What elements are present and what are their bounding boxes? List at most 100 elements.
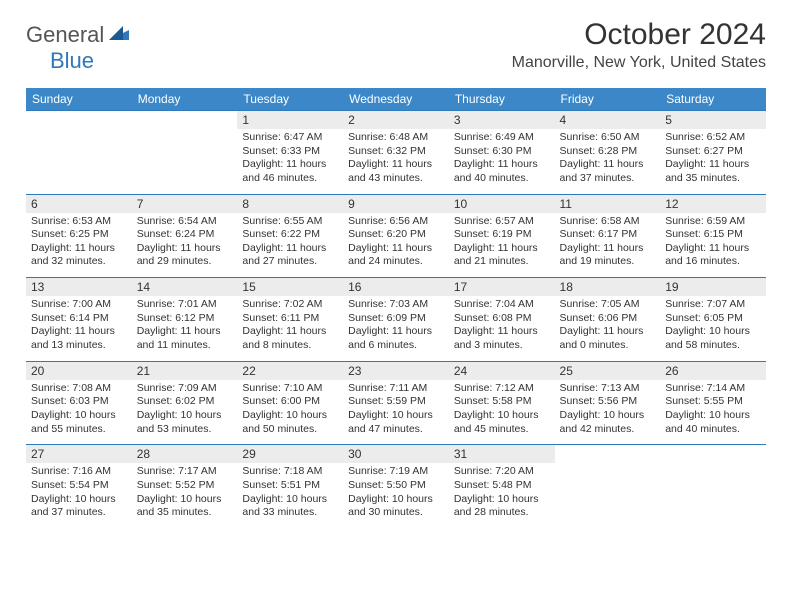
sunrise-line: Sunrise: 6:47 AM bbox=[242, 131, 338, 145]
weekday-header: Wednesday bbox=[343, 88, 449, 111]
sunrise-line: Sunrise: 7:17 AM bbox=[137, 465, 233, 479]
logo-text-blue: Blue bbox=[50, 48, 94, 73]
weekday-header: Thursday bbox=[449, 88, 555, 111]
calendar-day-cell: 15Sunrise: 7:02 AMSunset: 6:11 PMDayligh… bbox=[237, 278, 343, 362]
calendar-day-cell: 19 Sunrise: 7:07 AMSunset: 6:05 PMDayligh… bbox=[660, 278, 766, 362]
calendar-day-cell: 25Sunrise: 7:13 AMSunset: 5:56 PMDayligh… bbox=[555, 361, 661, 445]
sunset-line: Sunset: 5:50 PM bbox=[348, 479, 444, 493]
calendar-day-cell: 18 Sunrise: 7:05 AMSunset: 6:06 PMDayligh… bbox=[555, 278, 661, 362]
weekday-header: Sunday bbox=[26, 88, 132, 111]
calendar-day-cell: 10Sunrise: 6:57 AMSunset: 6:19 PMDayligh… bbox=[449, 194, 555, 278]
daylight-line: Daylight: 11 hours and 6 minutes. bbox=[348, 325, 444, 352]
weekday-header: Saturday bbox=[660, 88, 766, 111]
calendar-day-cell: 3Sunrise: 6:49 AMSunset: 6:30 PMDaylight… bbox=[449, 111, 555, 195]
day-data: Sunrise: 7:17 AMSunset: 5:52 PMDaylight:… bbox=[132, 465, 238, 520]
calendar-day-cell bbox=[132, 111, 238, 195]
calendar-day-cell: 11Sunrise: 6:58 AMSunset: 6:17 PMDayligh… bbox=[555, 194, 661, 278]
calendar-day-cell: 1Sunrise: 6:47 AMSunset: 6:33 PMDaylight… bbox=[237, 111, 343, 195]
day-data: Sunrise: 6:58 AMSunset: 6:17 PMDaylight:… bbox=[555, 215, 661, 270]
daylight-line: Daylight: 11 hours and 21 minutes. bbox=[454, 242, 550, 269]
sunset-line: Sunset: 5:56 PM bbox=[560, 395, 656, 409]
sunset-line: Sunset: 5:58 PM bbox=[454, 395, 550, 409]
calendar-day-cell: 26 Sunrise: 7:14 AMSunset: 5:55 PMDayligh… bbox=[660, 361, 766, 445]
sunrise-line: Sunrise: 7:04 AM bbox=[454, 298, 550, 312]
sunset-line: Sunset: 6:00 PM bbox=[242, 395, 338, 409]
day-number: 31 bbox=[449, 445, 555, 463]
sunrise-line: Sunrise: 7:14 AM bbox=[665, 382, 761, 396]
daylight-line: Daylight: 11 hours and 16 minutes. bbox=[665, 242, 761, 269]
daylight-line: Daylight: 10 hours and 53 minutes. bbox=[137, 409, 233, 436]
daylight-line: Daylight: 11 hours and 40 minutes. bbox=[454, 158, 550, 185]
day-data: Sunrise: 7:03 AMSunset: 6:09 PMDaylight:… bbox=[343, 298, 449, 353]
day-data: Sunrise: 6:59 AMSunset: 6:15 PMDaylight:… bbox=[660, 215, 766, 270]
calendar-day-cell: 5Sunrise: 6:52 AMSunset: 6:27 PMDaylight… bbox=[660, 111, 766, 195]
calendar-day-cell: 22Sunrise: 7:10 AMSunset: 6:00 PMDayligh… bbox=[237, 361, 343, 445]
day-data: Sunrise: 7:07 AMSunset: 6:05 PMDaylight:… bbox=[660, 298, 766, 353]
daylight-line: Daylight: 11 hours and 8 minutes. bbox=[242, 325, 338, 352]
sunrise-line: Sunrise: 7:08 AM bbox=[31, 382, 127, 396]
day-number: 29 bbox=[237, 445, 343, 463]
sunrise-line: Sunrise: 7:05 AM bbox=[560, 298, 656, 312]
calendar-day-cell: 8Sunrise: 6:55 AMSunset: 6:22 PMDaylight… bbox=[237, 194, 343, 278]
calendar-day-cell bbox=[26, 111, 132, 195]
sunset-line: Sunset: 6:22 PM bbox=[242, 228, 338, 242]
daylight-line: Daylight: 10 hours and 40 minutes. bbox=[665, 409, 761, 436]
sunset-line: Sunset: 6:19 PM bbox=[454, 228, 550, 242]
logo-mark-icon bbox=[109, 26, 129, 45]
daylight-line: Daylight: 10 hours and 58 minutes. bbox=[665, 325, 761, 352]
sunset-line: Sunset: 5:51 PM bbox=[242, 479, 338, 493]
calendar-week-row: 20Sunrise: 7:08 AMSunset: 6:03 PMDayligh… bbox=[26, 361, 766, 445]
daylight-line: Daylight: 10 hours and 35 minutes. bbox=[137, 493, 233, 520]
calendar-day-cell: 23Sunrise: 7:11 AMSunset: 5:59 PMDayligh… bbox=[343, 361, 449, 445]
day-data: Sunrise: 6:52 AMSunset: 6:27 PMDaylight:… bbox=[660, 131, 766, 186]
sunrise-line: Sunrise: 7:18 AM bbox=[242, 465, 338, 479]
sunset-line: Sunset: 6:09 PM bbox=[348, 312, 444, 326]
sunrise-line: Sunrise: 7:07 AM bbox=[665, 298, 761, 312]
day-number: 28 bbox=[132, 445, 238, 463]
sunset-line: Sunset: 6:17 PM bbox=[560, 228, 656, 242]
day-number: 18 bbox=[555, 278, 661, 296]
day-number: 8 bbox=[237, 195, 343, 213]
calendar-day-cell: 14Sunrise: 7:01 AMSunset: 6:12 PMDayligh… bbox=[132, 278, 238, 362]
sunrise-line: Sunrise: 7:10 AM bbox=[242, 382, 338, 396]
day-data: Sunrise: 7:11 AMSunset: 5:59 PMDaylight:… bbox=[343, 382, 449, 437]
day-number: 27 bbox=[26, 445, 132, 463]
day-data: Sunrise: 7:20 AMSunset: 5:48 PMDaylight:… bbox=[449, 465, 555, 520]
daylight-line: Daylight: 11 hours and 46 minutes. bbox=[242, 158, 338, 185]
sunrise-line: Sunrise: 6:48 AM bbox=[348, 131, 444, 145]
daylight-line: Daylight: 11 hours and 27 minutes. bbox=[242, 242, 338, 269]
calendar-day-cell: 28 Sunrise: 7:17 AMSunset: 5:52 PMDayligh… bbox=[132, 445, 238, 528]
daylight-line: Daylight: 10 hours and 37 minutes. bbox=[31, 493, 127, 520]
day-number: 21 bbox=[132, 362, 238, 380]
day-data: Sunrise: 7:10 AMSunset: 6:00 PMDaylight:… bbox=[237, 382, 343, 437]
daylight-line: Daylight: 10 hours and 33 minutes. bbox=[242, 493, 338, 520]
day-data: Sunrise: 6:54 AMSunset: 6:24 PMDaylight:… bbox=[132, 215, 238, 270]
sunrise-line: Sunrise: 6:58 AM bbox=[560, 215, 656, 229]
sunrise-line: Sunrise: 7:09 AM bbox=[137, 382, 233, 396]
day-data: Sunrise: 6:48 AMSunset: 6:32 PMDaylight:… bbox=[343, 131, 449, 186]
sunset-line: Sunset: 6:08 PM bbox=[454, 312, 550, 326]
daylight-line: Daylight: 11 hours and 3 minutes. bbox=[454, 325, 550, 352]
day-data: Sunrise: 6:49 AMSunset: 6:30 PMDaylight:… bbox=[449, 131, 555, 186]
day-data: Sunrise: 6:53 AMSunset: 6:25 PMDaylight:… bbox=[26, 215, 132, 270]
day-data: Sunrise: 7:05 AMSunset: 6:06 PMDaylight:… bbox=[555, 298, 661, 353]
daylight-line: Daylight: 11 hours and 24 minutes. bbox=[348, 242, 444, 269]
sunset-line: Sunset: 5:55 PM bbox=[665, 395, 761, 409]
calendar-day-cell: 6Sunrise: 6:53 AMSunset: 6:25 PMDaylight… bbox=[26, 194, 132, 278]
calendar-week-row: 1Sunrise: 6:47 AMSunset: 6:33 PMDaylight… bbox=[26, 111, 766, 195]
day-data: Sunrise: 7:18 AMSunset: 5:51 PMDaylight:… bbox=[237, 465, 343, 520]
day-number: 15 bbox=[237, 278, 343, 296]
day-data: Sunrise: 7:16 AMSunset: 5:54 PMDaylight:… bbox=[26, 465, 132, 520]
day-number: 19 bbox=[660, 278, 766, 296]
day-number: 1 bbox=[237, 111, 343, 129]
day-number: 25 bbox=[555, 362, 661, 380]
daylight-line: Daylight: 11 hours and 35 minutes. bbox=[665, 158, 761, 185]
day-number: 26 bbox=[660, 362, 766, 380]
day-number: 16 bbox=[343, 278, 449, 296]
day-data: Sunrise: 6:56 AMSunset: 6:20 PMDaylight:… bbox=[343, 215, 449, 270]
sunrise-line: Sunrise: 6:49 AM bbox=[454, 131, 550, 145]
sunset-line: Sunset: 6:06 PM bbox=[560, 312, 656, 326]
calendar-week-row: 6Sunrise: 6:53 AMSunset: 6:25 PMDaylight… bbox=[26, 194, 766, 278]
daylight-line: Daylight: 10 hours and 30 minutes. bbox=[348, 493, 444, 520]
day-data: Sunrise: 7:12 AMSunset: 5:58 PMDaylight:… bbox=[449, 382, 555, 437]
